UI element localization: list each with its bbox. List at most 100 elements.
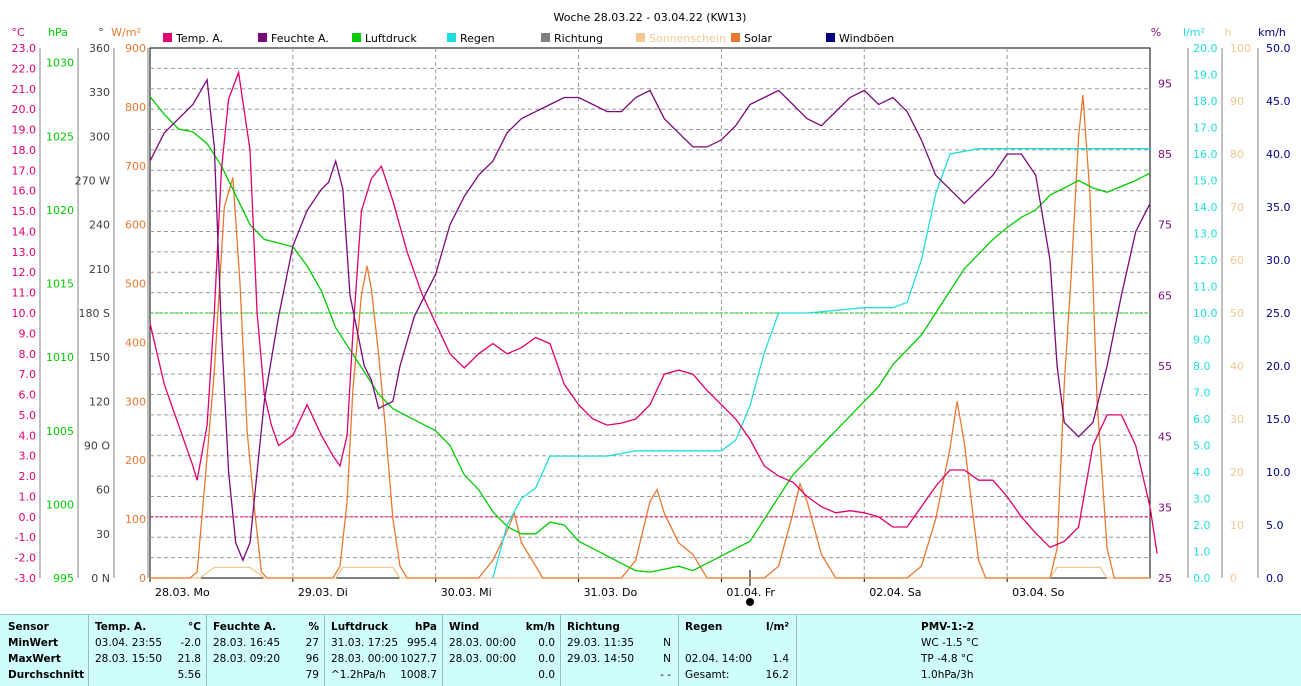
tick-temp: 2.0 [19,470,37,483]
hum-max-val: 96 [305,653,319,665]
hum-min-time: 28.03. 16:45 [213,637,280,649]
tick-temp: 6.0 [19,389,37,402]
stats-col-pressure: Luftdruck hPa 31.03. 17:25 995.4 28.03. … [324,615,443,686]
tick-solar: 500 [125,278,146,291]
tick-sunshine: 50 [1230,307,1244,320]
tick-temp: 0.0 [19,511,37,524]
tick-wind: 40.0 [1266,148,1291,161]
tick-rain: 18.0 [1193,95,1218,108]
tick-wind: 50.0 [1266,42,1291,55]
tick-wind: 15.0 [1266,413,1291,426]
series-line-luftdruck [149,96,1151,573]
tick-rain: 6.0 [1193,413,1211,426]
tick-temp: 17.0 [12,164,37,177]
legend-swatch [541,33,550,42]
stats-col-direction: Richtung 29.03. 11:35 N 29.03. 14:50 N -… [560,615,679,686]
tick-temp: 23.0 [12,42,37,55]
tick-sunshine: 90 [1230,95,1244,108]
tick-rain: 1.0 [1193,546,1211,559]
stats-header-wind: Wind [449,621,480,633]
rain-total-val: 16.2 [765,669,789,681]
x-label: 01.04. Fr [726,586,775,599]
x-label: 30.03. Mi [441,586,492,599]
tick-temp: 13.0 [12,246,37,259]
tick-direction: 300 [89,130,110,143]
tick-temp: 15.0 [12,205,37,218]
tick-rain: 9.0 [1193,334,1211,347]
tick-sunshine: 10 [1230,519,1244,532]
x-label: 28.03. Mo [155,586,210,599]
tick-rain: 8.0 [1193,360,1211,373]
dir-max-time: 29.03. 14:50 [567,653,634,665]
tick-temp: 20.0 [12,103,37,116]
tick-direction: 0 N [91,572,110,585]
tick-direction: 240 [89,219,110,232]
moon-icon [746,598,754,606]
tick-humidity: 85 [1158,148,1172,161]
tick-temp: 7.0 [19,368,37,381]
stats-header-temp: Temp. A. [95,621,147,633]
tick-pressure: 1015 [46,278,74,291]
legend-swatch [163,33,172,42]
tick-sunshine: 20 [1230,466,1244,479]
stats-col-humidity: Feuchte A. % 28.03. 16:45 27 28.03. 09:2… [206,615,325,686]
press-min-time: 31.03. 17:25 [331,637,398,649]
tick-temp: 16.0 [12,185,37,198]
tick-wind: 20.0 [1266,360,1291,373]
stats-row-avg: Durchschnitt [8,669,85,681]
tick-pressure: 1010 [46,351,74,364]
tick-temp: -2.0 [15,552,36,565]
wind-max-val: 0.0 [538,653,555,665]
tick-humidity: 25 [1158,572,1172,585]
temp-min-val: -2.0 [180,637,202,649]
unit-label-direction: ° [98,26,104,39]
tick-temp: 11.0 [12,287,37,300]
tick-direction: 90 O [84,440,110,453]
stats-header-humidity: Feuchte A. [213,621,277,633]
tick-pressure: 1030 [46,57,74,70]
tick-temp: 3.0 [19,450,37,463]
unit-label-pressure: hPa [48,26,68,39]
x-label: 29.03. Di [298,586,348,599]
legend-label: Feuchte A. [271,32,329,45]
tick-temp: 1.0 [19,490,37,503]
tick-wind: 45.0 [1266,95,1291,108]
press-avg-val: 1008.7 [400,669,437,681]
legend-swatch [826,33,835,42]
tick-pressure: 1000 [46,498,74,511]
tick-rain: 19.0 [1193,69,1218,82]
chart-title: Woche 28.03.22 - 03.04.22 (KW13) [554,11,747,24]
legend-swatch [447,33,456,42]
stats-col-wind: Wind km/h 28.03. 00:00 0.0 28.03. 00:00 … [442,615,561,686]
stats-row-min: MinWert [8,637,59,649]
tick-rain: 2.0 [1193,519,1211,532]
tick-rain: 7.0 [1193,387,1211,400]
legend-swatch [352,33,361,42]
tick-rain: 14.0 [1193,201,1218,214]
tick-temp: 9.0 [19,327,37,340]
stats-unit-rain: l/m² [766,621,789,633]
x-label: 03.04. So [1012,586,1064,599]
press-max-val: 1027.7 [400,653,437,665]
tick-rain: 4.0 [1193,466,1211,479]
tick-solar: 300 [125,395,146,408]
legend-label: Luftdruck [365,32,417,45]
rain-max-time: 02.04. 14:00 [685,653,752,665]
tick-solar: 700 [125,160,146,173]
tick-rain: 10.0 [1193,307,1218,320]
press-max-time: 28.03. 00:00 [331,653,398,665]
tick-humidity: 35 [1158,501,1172,514]
press-avg-trend: ^1.2hPa/h [331,669,386,681]
series-line-regen [492,148,1150,579]
weather-chart: Woche 28.03.22 - 03.04.22 (KW13) Temp. A.… [11,11,1291,606]
tick-temp: -3.0 [15,572,36,585]
stats-unit-humidity: % [308,621,319,633]
tick-solar: 100 [125,513,146,526]
tick-temp: 19.0 [12,124,37,137]
tick-temp: 5.0 [19,409,37,422]
stats-header-direction: Richtung [567,621,620,633]
tick-temp: 10.0 [12,307,37,320]
unit-label-solar: W/m² [111,26,141,39]
hum-max-time: 28.03. 09:20 [213,653,280,665]
legend-label: Richtung [554,32,603,45]
